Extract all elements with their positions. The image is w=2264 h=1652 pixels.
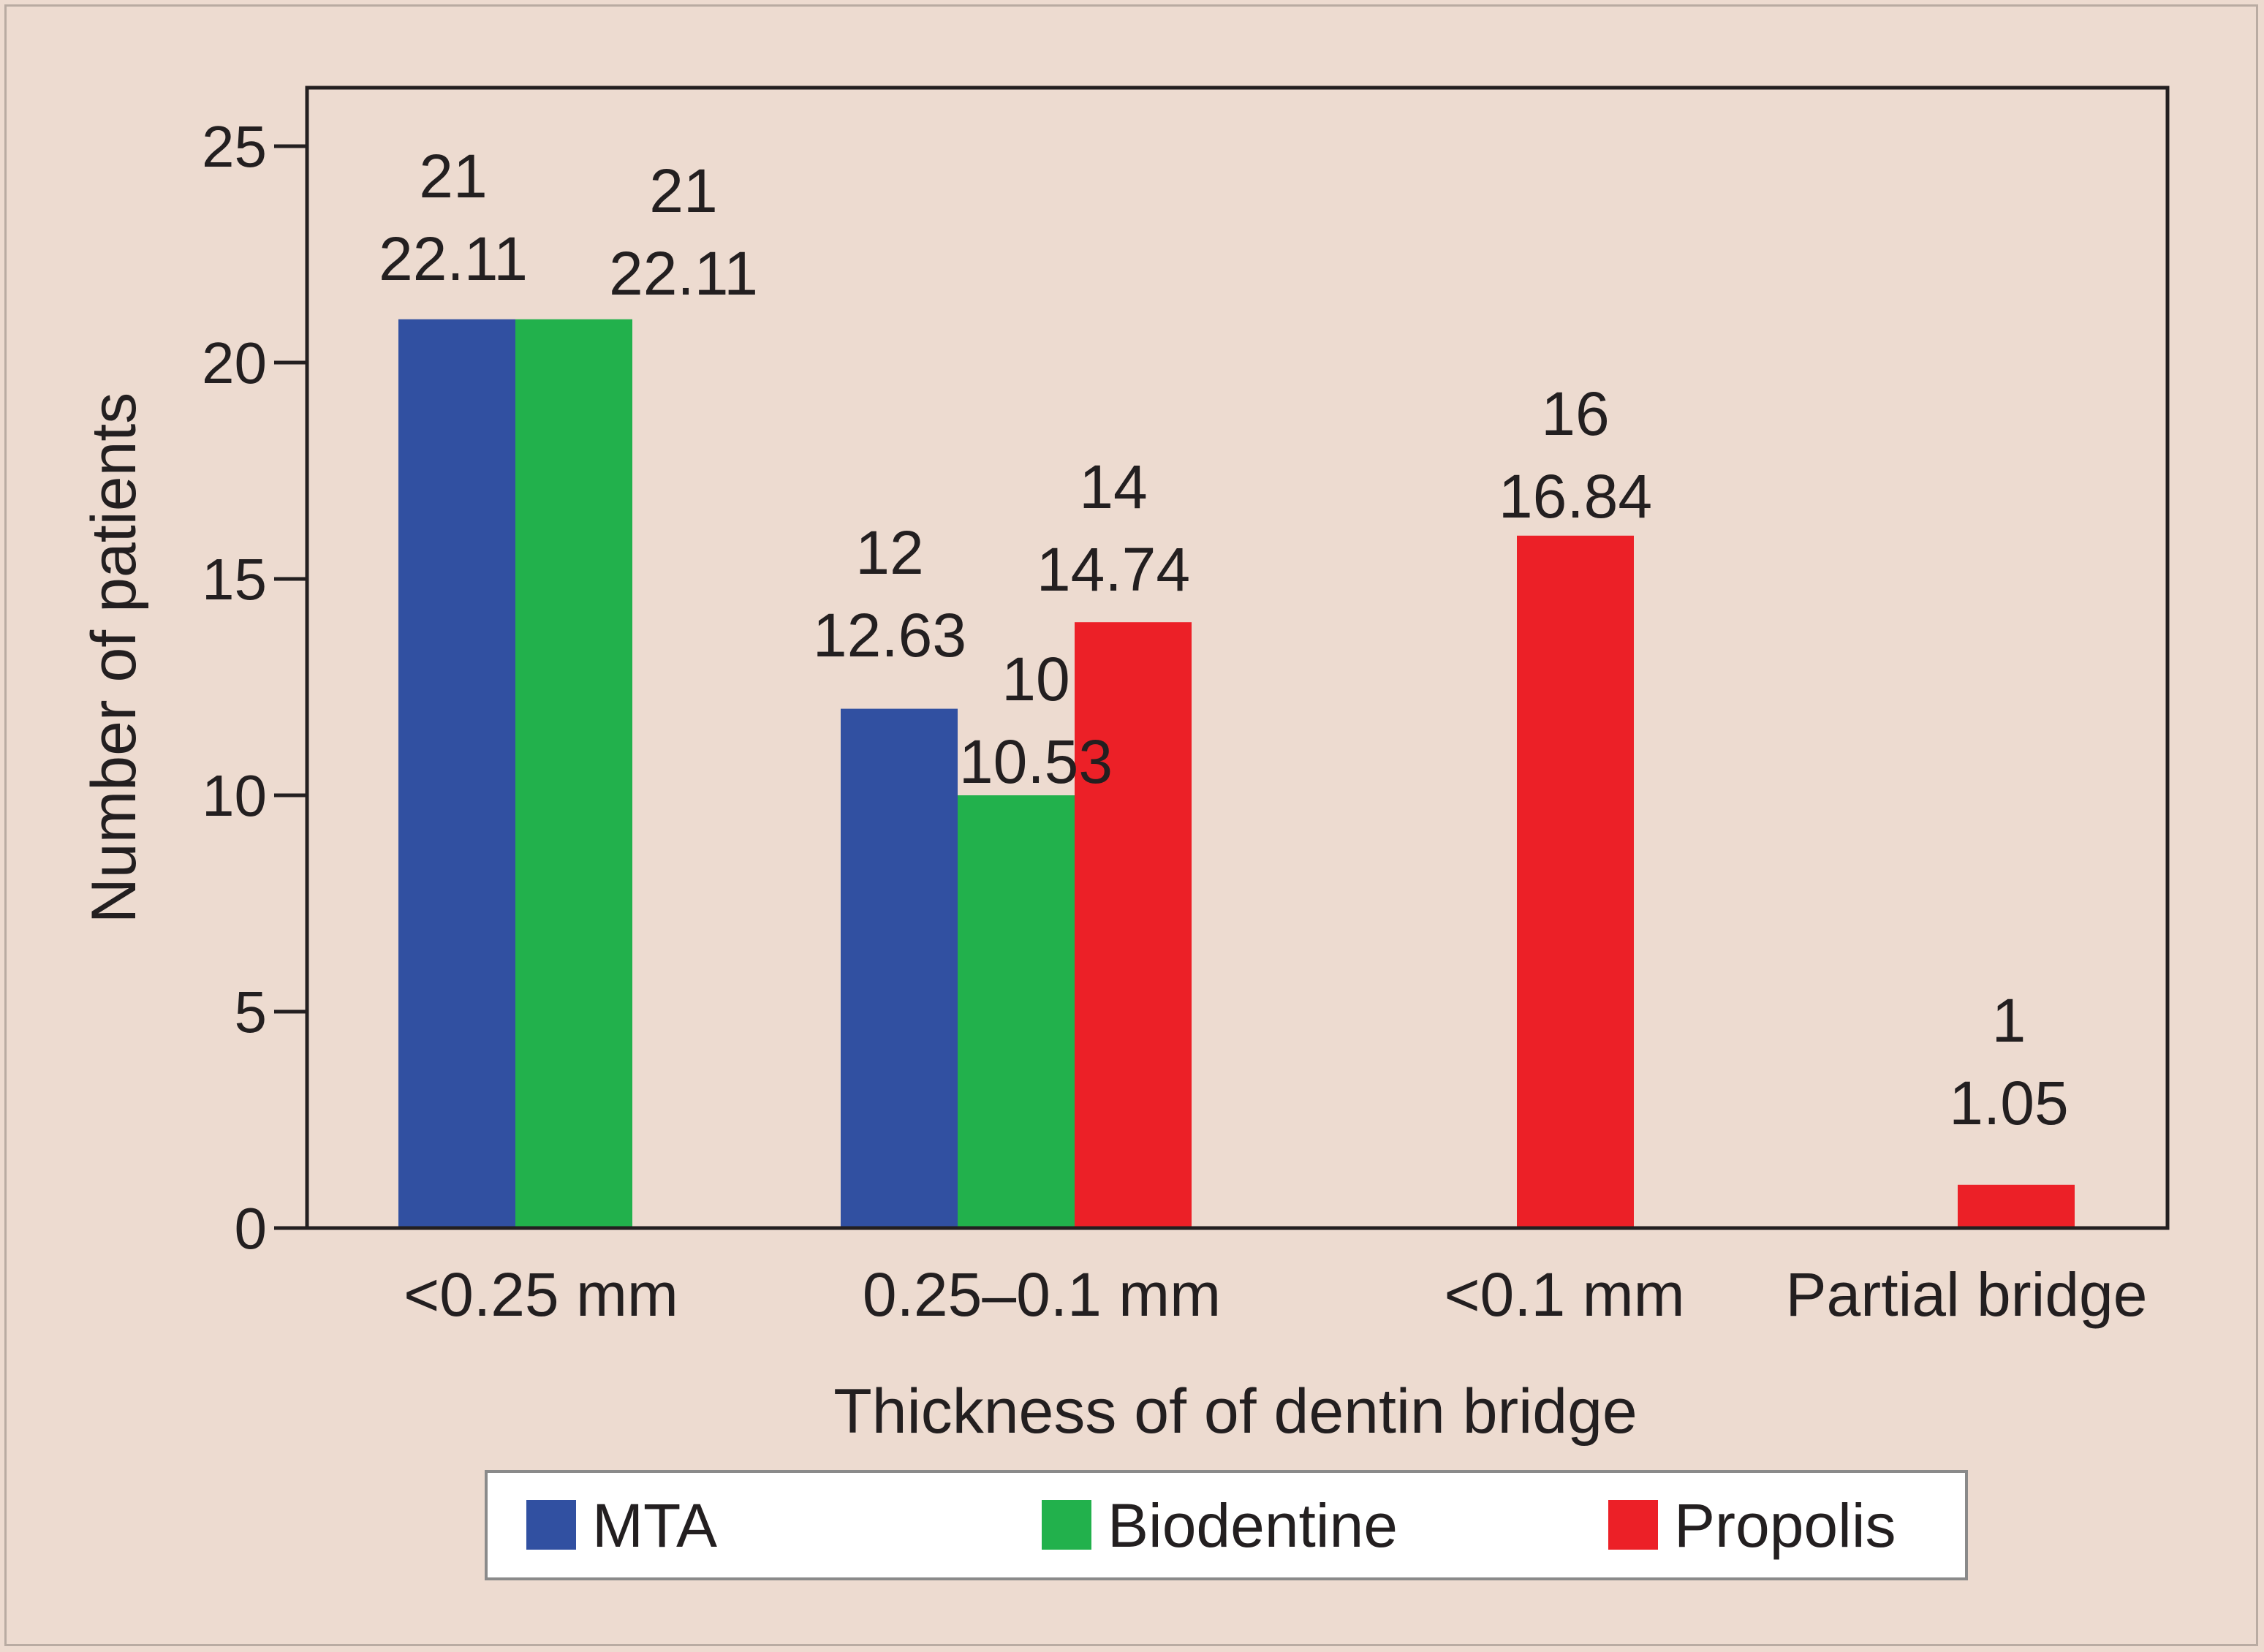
- data-label: 22.11: [379, 224, 528, 293]
- legend-label: Propolis: [1674, 1491, 1896, 1560]
- bar-biodentine: [958, 795, 1075, 1228]
- legend-box: [485, 1470, 1968, 1580]
- data-label: 16: [1541, 379, 1609, 448]
- x-tick-label: Partial bridge: [1786, 1260, 2148, 1329]
- y-tick-label: 15: [202, 547, 267, 612]
- plot-area: [305, 86, 2170, 1230]
- data-label: 14: [1079, 452, 1147, 521]
- data-label: 21: [419, 142, 487, 211]
- data-label: 1: [1992, 986, 2026, 1055]
- data-label: 21: [649, 156, 717, 225]
- data-label: 10: [1002, 645, 1069, 713]
- data-label: 10.53: [959, 727, 1113, 796]
- y-tick-label: 0: [235, 1196, 268, 1261]
- data-label: 1.05: [1949, 1069, 2069, 1137]
- y-tick-label: 10: [202, 763, 267, 828]
- bar-mta: [841, 708, 958, 1228]
- data-label: 12.63: [813, 601, 966, 670]
- data-labels-group: 21 22.11 21 22.11 12 12.63 10 10.53 14 14.74 16 16.…: [379, 142, 2069, 1137]
- data-label: 22.11: [609, 239, 758, 308]
- legend-label: MTA: [592, 1491, 717, 1560]
- legend-swatch-propolis: [1608, 1500, 1658, 1550]
- data-label: 12: [855, 518, 923, 587]
- bars-group: [398, 319, 2075, 1228]
- legend-label: Biodentine: [1108, 1491, 1398, 1560]
- x-tick-label: 0.25–0.1 mm: [863, 1260, 1221, 1329]
- bar-propolis: [1517, 535, 1634, 1228]
- data-label: 14.74: [1037, 535, 1190, 604]
- y-axis-title: Number of patients: [79, 393, 149, 924]
- y-tick-label: 5: [235, 980, 268, 1045]
- x-axis: <0.25 mm 0.25–0.1 mm <0.1 mm Partial bridge: [404, 1260, 2147, 1329]
- x-tick-label: <0.1 mm: [1444, 1260, 1684, 1329]
- data-label: 16.84: [1499, 462, 1652, 531]
- x-tick-label: <0.25 mm: [404, 1260, 678, 1329]
- bar-propolis: [1958, 1184, 2075, 1228]
- bar-biodentine: [515, 319, 632, 1228]
- y-axis: 0 5 10 15 20 25: [202, 114, 307, 1261]
- bar-mta: [398, 319, 515, 1228]
- y-tick-label: 25: [202, 114, 267, 179]
- x-axis-title: Thickness of of dentin bridge: [833, 1376, 1638, 1447]
- bar-propolis: [1075, 622, 1192, 1228]
- legend-swatch-biodentine: [1042, 1500, 1091, 1550]
- legend: MTA Biodentine Propolis: [485, 1470, 1968, 1580]
- y-tick-label: 20: [202, 330, 267, 395]
- legend-swatch-mta: [526, 1500, 576, 1550]
